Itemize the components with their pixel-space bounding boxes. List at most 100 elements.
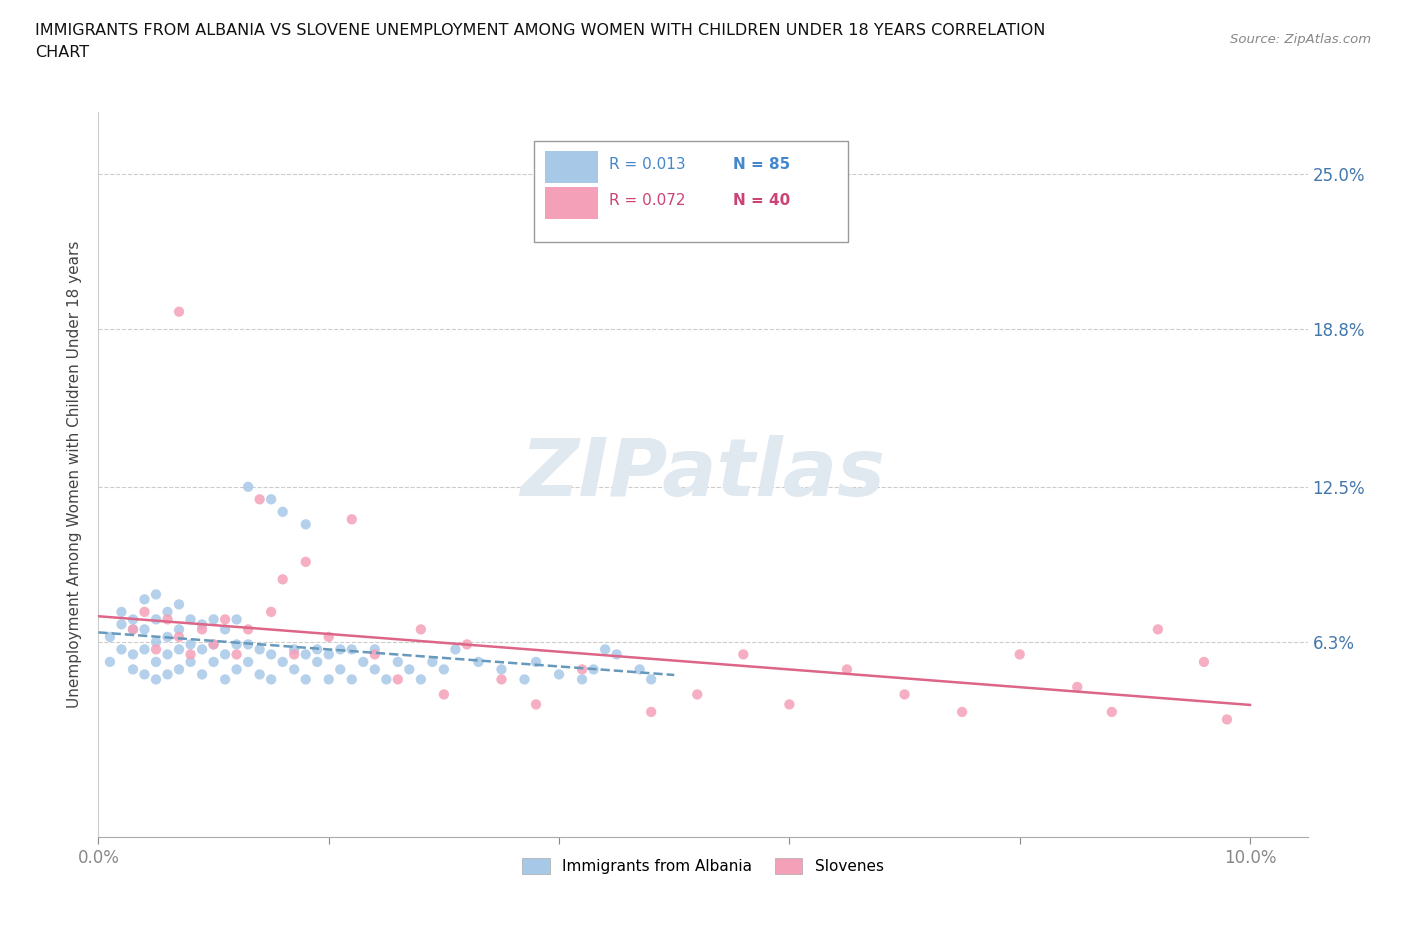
Point — [134, 591, 156, 606]
Point — [307, 642, 329, 657]
Point — [340, 512, 363, 526]
Point — [835, 662, 858, 677]
Point — [156, 612, 179, 627]
Point — [513, 672, 536, 687]
Point — [387, 655, 409, 670]
Point — [180, 612, 202, 627]
Point — [1192, 655, 1215, 670]
Point — [375, 672, 398, 687]
Point — [686, 687, 709, 702]
Point — [283, 642, 305, 657]
Point — [364, 642, 387, 657]
Point — [98, 630, 121, 644]
FancyBboxPatch shape — [544, 151, 598, 182]
Point — [318, 630, 340, 644]
Point — [491, 662, 513, 677]
Point — [733, 647, 755, 662]
Text: ZIPatlas: ZIPatlas — [520, 435, 886, 513]
Point — [236, 637, 259, 652]
Point — [167, 597, 190, 612]
Point — [122, 647, 145, 662]
Point — [110, 617, 132, 631]
Point — [145, 672, 167, 687]
Point — [214, 612, 236, 627]
Point — [294, 672, 316, 687]
Point — [950, 705, 973, 720]
Point — [145, 634, 167, 649]
Point — [260, 492, 283, 507]
Point — [110, 604, 132, 619]
Point — [202, 655, 225, 670]
FancyBboxPatch shape — [534, 140, 848, 242]
Point — [167, 622, 190, 637]
Point — [329, 642, 352, 657]
Point — [236, 622, 259, 637]
Point — [134, 604, 156, 619]
Point — [167, 630, 190, 644]
Point — [340, 672, 363, 687]
Point — [491, 672, 513, 687]
Point — [260, 672, 283, 687]
Point — [260, 647, 283, 662]
Point — [249, 492, 271, 507]
Point — [249, 642, 271, 657]
Point — [236, 655, 259, 670]
Point — [134, 642, 156, 657]
Point — [167, 642, 190, 657]
Point — [122, 612, 145, 627]
Point — [271, 655, 294, 670]
Point — [606, 647, 628, 662]
Point — [294, 517, 316, 532]
Point — [156, 647, 179, 662]
Point — [180, 637, 202, 652]
Point — [444, 642, 467, 657]
Point — [1101, 705, 1123, 720]
Point — [409, 622, 432, 637]
Point — [122, 662, 145, 677]
Point — [283, 647, 305, 662]
Point — [191, 617, 214, 631]
Point — [456, 637, 478, 652]
Point — [318, 672, 340, 687]
Point — [593, 642, 616, 657]
Point — [145, 587, 167, 602]
Point — [294, 647, 316, 662]
Point — [271, 504, 294, 519]
Point — [156, 630, 179, 644]
Point — [214, 672, 236, 687]
Point — [364, 662, 387, 677]
Text: Source: ZipAtlas.com: Source: ZipAtlas.com — [1230, 33, 1371, 46]
FancyBboxPatch shape — [544, 187, 598, 219]
Point — [167, 662, 190, 677]
Point — [134, 622, 156, 637]
Point — [156, 667, 179, 682]
Point — [294, 554, 316, 569]
Point — [214, 647, 236, 662]
Text: IMMIGRANTS FROM ALBANIA VS SLOVENE UNEMPLOYMENT AMONG WOMEN WITH CHILDREN UNDER : IMMIGRANTS FROM ALBANIA VS SLOVENE UNEMP… — [35, 23, 1046, 38]
Point — [225, 662, 247, 677]
Point — [548, 667, 571, 682]
Point — [893, 687, 915, 702]
Point — [571, 672, 593, 687]
Point — [524, 697, 547, 711]
Point — [145, 612, 167, 627]
Point — [98, 655, 121, 670]
Point — [191, 642, 214, 657]
Point — [225, 637, 247, 652]
Point — [352, 655, 374, 670]
Point — [180, 655, 202, 670]
Point — [271, 572, 294, 587]
Point — [628, 662, 651, 677]
Point — [640, 672, 662, 687]
Point — [191, 667, 214, 682]
Point — [134, 667, 156, 682]
Point — [329, 662, 352, 677]
Point — [433, 662, 456, 677]
Point — [214, 622, 236, 637]
Point — [340, 642, 363, 657]
Point — [202, 637, 225, 652]
Point — [387, 672, 409, 687]
Point — [1147, 622, 1170, 637]
Point — [145, 642, 167, 657]
Point — [110, 642, 132, 657]
